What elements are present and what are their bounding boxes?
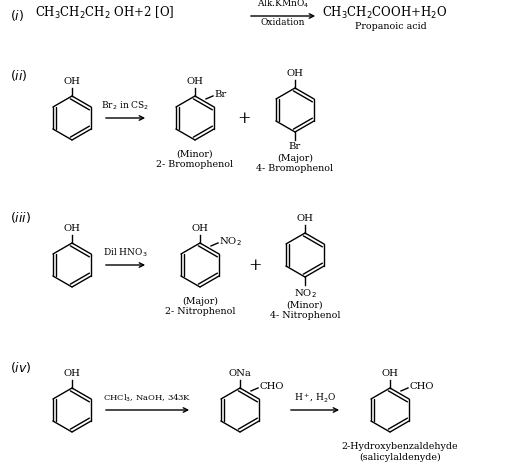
Text: OH: OH <box>187 77 203 86</box>
Text: Br$_2$ in CS$_2$: Br$_2$ in CS$_2$ <box>101 100 149 112</box>
Text: (Major): (Major) <box>277 154 313 163</box>
Text: OH: OH <box>296 214 314 223</box>
Text: OH: OH <box>287 69 303 78</box>
Text: 2- Bromophenol: 2- Bromophenol <box>156 160 233 169</box>
Text: +: + <box>237 109 251 127</box>
Text: CH$_3$CH$_2$CH$_2$ OH+2 [O]: CH$_3$CH$_2$CH$_2$ OH+2 [O] <box>35 5 175 21</box>
Text: Propanoic acid: Propanoic acid <box>355 22 427 31</box>
Text: NO$_2$: NO$_2$ <box>219 236 242 248</box>
Text: (Major): (Major) <box>182 297 218 306</box>
Text: 4- Bromophenol: 4- Bromophenol <box>256 164 333 173</box>
Text: OH: OH <box>381 369 399 378</box>
Text: Oxidation: Oxidation <box>260 18 305 27</box>
Text: $(ii)$: $(ii)$ <box>10 68 28 83</box>
Text: CHO: CHO <box>259 383 283 392</box>
Text: $(i)$: $(i)$ <box>10 8 24 23</box>
Text: (Minor): (Minor) <box>177 150 213 159</box>
Text: CHCl$_3$, NaOH, 343K: CHCl$_3$, NaOH, 343K <box>103 392 191 404</box>
Text: CH$_3$CH$_2$COOH+H$_2$O: CH$_3$CH$_2$COOH+H$_2$O <box>322 5 447 21</box>
Text: $(iv)$: $(iv)$ <box>10 360 32 375</box>
Text: H$^+$, H$_2$O: H$^+$, H$_2$O <box>294 392 337 404</box>
Text: Alk.KMnO$_4$: Alk.KMnO$_4$ <box>257 0 309 10</box>
Text: OH: OH <box>192 224 208 233</box>
Text: 4- Nitrophenol: 4- Nitrophenol <box>270 311 340 320</box>
Text: 2-Hydroxybenzaldehyde: 2-Hydroxybenzaldehyde <box>342 442 458 451</box>
Text: Br: Br <box>289 142 301 151</box>
Text: CHO: CHO <box>409 383 433 392</box>
Text: OH: OH <box>64 224 80 233</box>
Text: +: + <box>248 256 262 273</box>
Text: 2- Nitrophenol: 2- Nitrophenol <box>165 307 235 316</box>
Text: Br: Br <box>214 91 226 100</box>
Text: NO$_2$: NO$_2$ <box>294 287 316 300</box>
Text: OH: OH <box>64 77 80 86</box>
Text: OH: OH <box>64 369 80 378</box>
Text: $(iii)$: $(iii)$ <box>10 210 31 225</box>
Text: ONa: ONa <box>229 369 252 378</box>
Text: Dil HNO$_3$: Dil HNO$_3$ <box>103 246 147 259</box>
Text: (salicylaldenyde): (salicylaldenyde) <box>359 453 441 462</box>
Text: (Minor): (Minor) <box>287 301 324 310</box>
